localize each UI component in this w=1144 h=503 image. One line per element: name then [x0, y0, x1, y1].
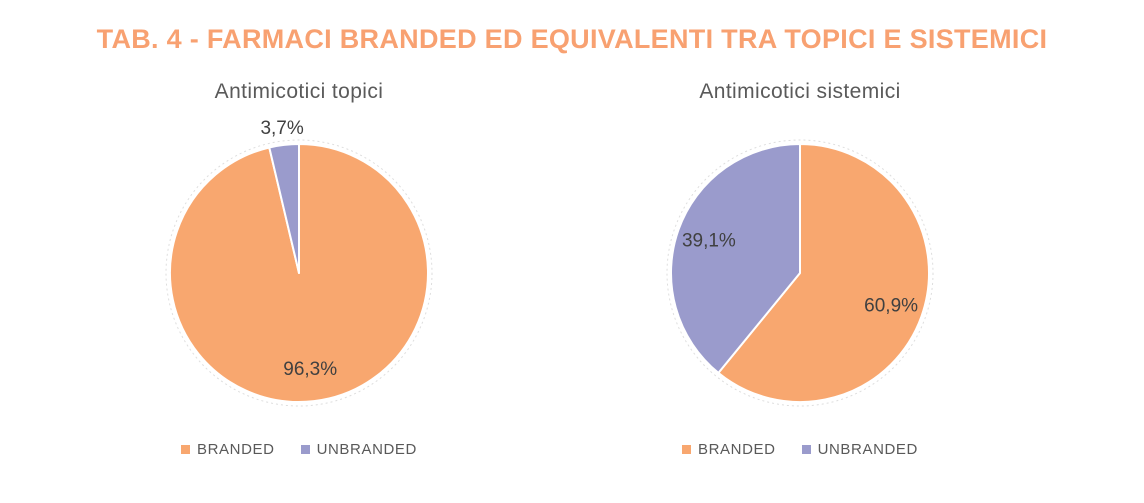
data-label-unbranded: 3,7%	[260, 118, 303, 139]
data-label-branded: 60,9%	[864, 296, 918, 317]
legend-item-branded: BRANDED	[682, 441, 776, 458]
legend-item-unbranded: UNBRANDED	[300, 441, 417, 458]
data-label-unbranded: 39,1%	[682, 231, 736, 252]
legend-swatch-branded-icon	[181, 445, 191, 454]
page-title: TAB. 4 - FARMACI BRANDED ED EQUIVALENTI …	[96, 24, 1048, 54]
pie-outer-ring	[666, 139, 934, 407]
legend-label-unbranded: UNBRANDED	[316, 441, 417, 458]
legend-topici: BRANDED UNBRANDED	[159, 441, 439, 458]
legend-item-branded: BRANDED	[181, 441, 275, 458]
pie-chart-topici: 96,3% 3,7%	[165, 118, 433, 407]
chart-title-sistemici: Antimicotici sistemici	[699, 80, 901, 103]
legend-swatch-branded-icon	[682, 445, 692, 454]
legend-sistemici: BRANDED UNBRANDED	[660, 441, 940, 458]
pie-chart-sistemici: 60,9% 39,1%	[666, 139, 934, 407]
pie-slice-unbranded	[670, 143, 801, 374]
chart-panel-sistemici: Antimicotici sistemici 60,9% 39,1% BRANDE…	[660, 80, 940, 475]
legend-swatch-unbranded-icon	[801, 445, 811, 454]
data-label-branded: 96,3%	[283, 359, 337, 380]
chart-panel-topici: Antimicotici topici 96,3% 3,7% BRANDED UN…	[159, 80, 439, 475]
legend-swatch-unbranded-icon	[300, 445, 310, 454]
legend-label-branded: BRANDED	[197, 441, 275, 458]
legend-label-branded: BRANDED	[698, 441, 776, 458]
pie-slice-unbranded	[268, 143, 300, 274]
legend-item-unbranded: UNBRANDED	[801, 441, 918, 458]
pie-slice-branded	[717, 143, 930, 403]
legend-label-unbranded: UNBRANDED	[817, 441, 918, 458]
chart-title-topici: Antimicotici topici	[214, 80, 384, 103]
pie-outer-ring	[165, 139, 433, 407]
